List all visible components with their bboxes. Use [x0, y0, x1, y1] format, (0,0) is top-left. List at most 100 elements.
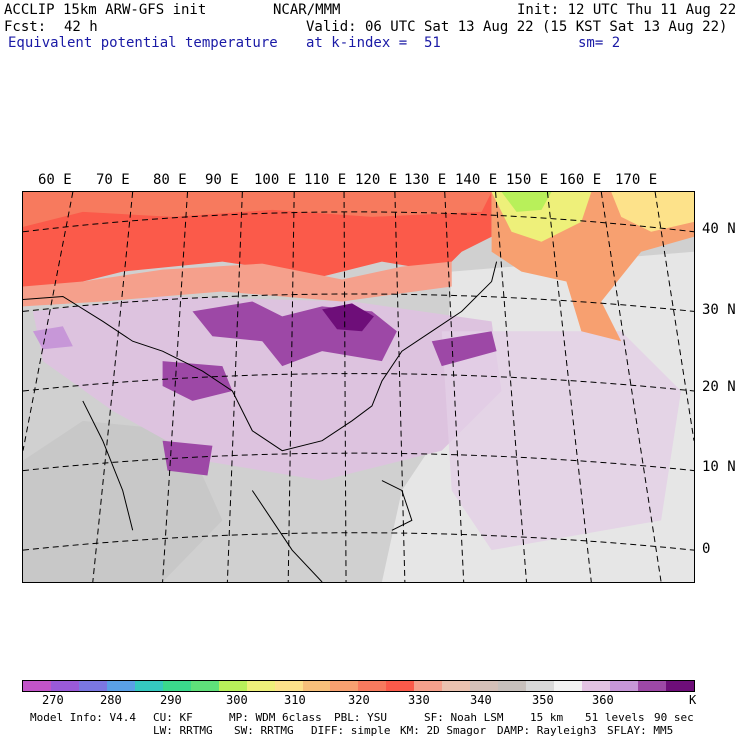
- theta-e-map: [22, 191, 695, 583]
- colorbar-swatch: [498, 681, 527, 691]
- colorbar-swatch: [637, 681, 666, 691]
- smoothing: sm= 2: [578, 35, 621, 51]
- graticule: [23, 192, 694, 582]
- lat-line: [23, 293, 694, 312]
- lat-line: [23, 452, 694, 472]
- theta-e-max: [322, 303, 374, 332]
- colorbar-tick: 340: [470, 693, 492, 707]
- model-info-sw: SW: RRTMG: [234, 724, 294, 737]
- arabia-moist: [32, 326, 73, 350]
- colorbar-swatch: [78, 681, 107, 691]
- lon-label: 130 E: [404, 172, 447, 188]
- colorbar-swatch: [218, 681, 247, 691]
- field-name: Equivalent potential temperature: [8, 35, 278, 51]
- forecast-label: Fcst:: [4, 19, 47, 35]
- colorbar-swatch: [162, 681, 191, 691]
- lon-line: [92, 192, 134, 582]
- model-info-pbl: PBL: YSU: [334, 711, 387, 724]
- lon-label: 110 E: [304, 172, 347, 188]
- sumatra-coast: [251, 490, 323, 582]
- colorbar-tick: 290: [160, 693, 182, 707]
- lat-label: 20 N: [702, 379, 736, 395]
- colorbar-unit: K: [689, 693, 697, 707]
- lon-line: [394, 192, 406, 582]
- coastline: [23, 261, 498, 452]
- colorbar-tick: 350: [532, 693, 554, 707]
- colorbar-swatch: [554, 681, 583, 691]
- model-info-sflay: SFLAY: MM5: [607, 724, 674, 737]
- lon-label: 170 E: [615, 172, 658, 188]
- colorbar-swatch: [246, 681, 275, 691]
- lat-line: [23, 211, 694, 233]
- lon-label: 120 E: [355, 172, 398, 188]
- lon-label: 140 E: [455, 172, 498, 188]
- lon-label: 150 E: [506, 172, 549, 188]
- lon-line: [162, 192, 189, 582]
- northern-warm-band: [23, 192, 492, 292]
- lon-label: 60 E: [38, 172, 72, 188]
- lat-line: [23, 532, 694, 551]
- colorbar-swatch: [414, 681, 443, 691]
- colorbar-swatch: [358, 681, 387, 691]
- model-info-version: Model Info: V4.4: [30, 711, 136, 724]
- lon-line: [654, 192, 694, 441]
- lat-label: 40 N: [702, 221, 736, 237]
- colorbar-swatch: [330, 681, 359, 691]
- colorbar-swatch: [610, 681, 638, 691]
- indochina-core: [162, 440, 213, 476]
- model-info-res: 15 km: [530, 711, 564, 724]
- colorbar-tick: 300: [226, 693, 248, 707]
- kamchatka-green: [501, 192, 552, 212]
- colorbar: [22, 680, 695, 692]
- colorbar-tick: 280: [100, 693, 122, 707]
- japan-core: [431, 331, 497, 367]
- model-info-cu: CU: KF: [153, 711, 193, 724]
- vertical-level: at k-index = 51: [306, 35, 441, 51]
- colorbar-swatch: [23, 681, 51, 691]
- colorbar-tick: 360: [592, 693, 614, 707]
- india-coast: [82, 400, 134, 531]
- model-info-levels: 51 levels: [585, 711, 645, 724]
- pacific-moist-region: [441, 331, 682, 551]
- valid-time: Valid: 06 UTC Sat 13 Aug 22 (15 KST Sat …: [306, 19, 728, 35]
- colorbar-swatch: [106, 681, 135, 691]
- colorbar-swatch: [302, 681, 331, 691]
- colorbar-swatch: [582, 681, 611, 691]
- aleutian-yellow: [611, 192, 694, 232]
- model-info-mp: MP: WDM 6class: [229, 711, 322, 724]
- lon-line: [600, 192, 662, 582]
- lon-label: 90 E: [205, 172, 239, 188]
- colorbar-swatch: [50, 681, 79, 691]
- model-info-sf: SF: Noah LSM: [424, 711, 504, 724]
- lon-line: [495, 192, 527, 582]
- model-title: ACCLIP 15km ARW-GFS init: [4, 2, 207, 18]
- colorbar-tick: 320: [348, 693, 370, 707]
- model-info-diff: DIFF: simple: [311, 724, 391, 737]
- colorbar-swatch: [274, 681, 303, 691]
- lat-line: [23, 373, 694, 392]
- lon-label: 70 E: [96, 172, 130, 188]
- colorbar-swatch: [665, 681, 694, 691]
- lon-line: [444, 192, 465, 582]
- northern-warm-band-edge: [23, 192, 492, 227]
- colorbar-tick: 310: [284, 693, 306, 707]
- colorbar-tick: 330: [408, 693, 430, 707]
- lat-label: 30 N: [702, 302, 736, 318]
- forecast-hour: 42 h: [64, 19, 98, 35]
- lon-line: [546, 192, 592, 582]
- lon-line: [343, 192, 347, 582]
- lon-label: 160 E: [559, 172, 602, 188]
- lon-line: [287, 192, 295, 582]
- colorbar-swatch: [386, 681, 415, 691]
- colorbar-swatch: [526, 681, 555, 691]
- lon-label: 80 E: [153, 172, 187, 188]
- colorbar-swatch: [442, 681, 471, 691]
- bay-of-bengal-core: [162, 361, 233, 401]
- colorbar-tick: 270: [42, 693, 64, 707]
- model-info-dt: 90 sec: [654, 711, 694, 724]
- model-info-lw: LW: RRTMG: [153, 724, 213, 737]
- philippines-coast: [381, 480, 413, 531]
- lon-line: [23, 192, 74, 451]
- lat-label: 0: [702, 541, 711, 557]
- model-info-km: KM: 2D Smagor: [400, 724, 487, 737]
